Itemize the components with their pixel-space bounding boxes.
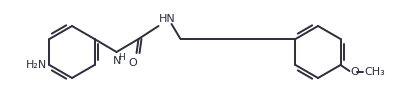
Text: CH₃: CH₃ bbox=[364, 67, 384, 77]
Text: H: H bbox=[118, 53, 125, 62]
Text: O: O bbox=[350, 67, 358, 77]
Text: HN: HN bbox=[158, 14, 175, 24]
Text: O: O bbox=[128, 58, 136, 68]
Text: H₂N: H₂N bbox=[26, 60, 47, 70]
Text: N: N bbox=[113, 56, 121, 66]
